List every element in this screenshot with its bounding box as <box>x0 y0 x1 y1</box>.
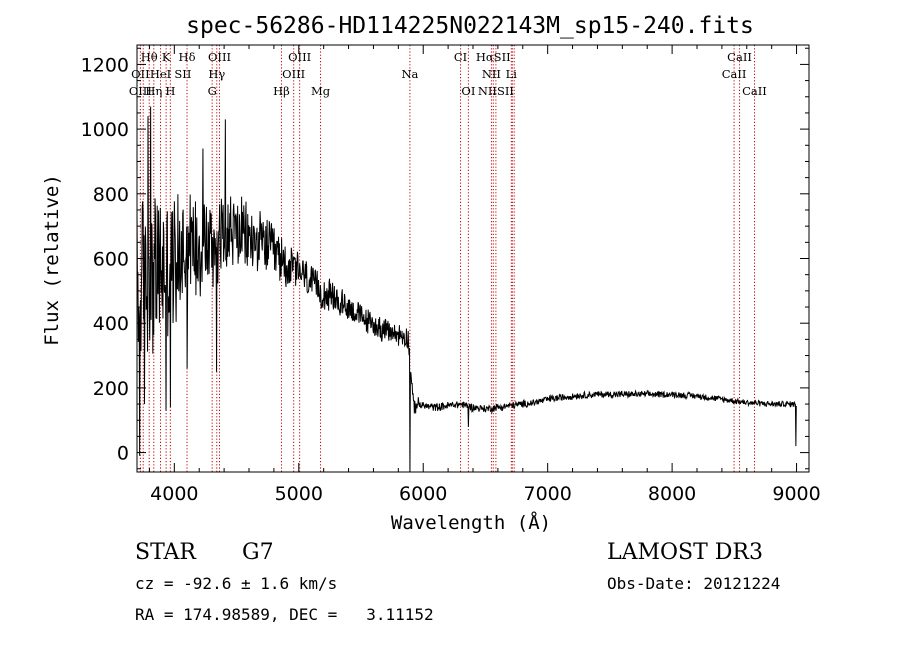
x-tick-label-4: 8000 <box>648 483 696 505</box>
observation-date: Obs-Date: 20121224 <box>607 574 780 593</box>
x-tick-label-2: 6000 <box>399 483 447 505</box>
y-tick-label-6: 1200 <box>81 54 129 76</box>
y-tick-label-0: 0 <box>117 443 129 465</box>
line-label-8: OII <box>131 67 150 81</box>
coordinates-info: RA = 174.98589, DEC = 3.11152 <box>135 605 434 624</box>
line-label-18: Hη <box>145 84 162 98</box>
line-label-16: CaII <box>722 67 747 81</box>
y-tick-label-5: 1000 <box>81 119 129 141</box>
spectrum-line <box>136 106 797 473</box>
line-label-15: Li <box>506 67 518 81</box>
line-label-5: CI <box>454 50 467 64</box>
y-tick-label-3: 600 <box>93 249 129 271</box>
spectral-subclass: G7 <box>242 540 274 565</box>
line-label-21: Hβ <box>273 84 290 98</box>
line-label-6: HαSII <box>476 50 511 64</box>
spectral-line-labels: Hθ K Hδ OIII OIII CI HαSII CaII OII HeI SII Hγ OIII N… <box>129 50 767 98</box>
line-label-17: OIII <box>129 84 152 98</box>
axis-tick-labels: 4000 5000 6000 7000 8000 9000 0 200 400 600 800 100… <box>81 54 821 505</box>
axis-ticks <box>137 45 809 472</box>
line-label-19: H <box>165 84 175 98</box>
line-label-14: NII <box>482 67 501 81</box>
line-label-1: K <box>162 50 171 64</box>
line-label-3: OIII <box>208 50 231 64</box>
line-label-10: SII <box>174 67 191 81</box>
line-label-24: NIISII <box>478 84 514 98</box>
line-label-0: Hθ <box>141 50 158 64</box>
line-label-12: OIII <box>282 67 305 81</box>
x-tick-label-5: 9000 <box>772 483 820 505</box>
y-tick-label-1: 200 <box>93 378 129 400</box>
line-label-2: Hδ <box>179 50 196 64</box>
y-axis-label: Flux (relative) <box>41 174 63 346</box>
x-tick-label-0: 4000 <box>150 483 198 505</box>
y-tick-label-4: 800 <box>93 184 129 206</box>
line-label-7: CaII <box>727 50 752 64</box>
survey-name: LAMOST DR3 <box>607 540 763 565</box>
y-tick-label-2: 400 <box>93 313 129 335</box>
object-class: STAR <box>135 540 197 565</box>
line-label-4: OIII <box>288 50 311 64</box>
line-label-11: Hγ <box>208 67 225 81</box>
x-tick-label-3: 7000 <box>523 483 571 505</box>
line-label-23: OI <box>461 84 475 98</box>
line-label-20: G <box>208 84 217 98</box>
redshift-info: cz = -92.6 ± 1.6 km/s <box>135 574 337 593</box>
line-label-9: HeI <box>150 67 171 81</box>
x-axis-label: Wavelength (Å) <box>391 511 551 534</box>
line-label-13: Na <box>401 67 418 81</box>
line-label-25: CaII <box>742 84 767 98</box>
line-label-22: Mg <box>311 84 331 98</box>
chart-title: spec-56286-HD114225N022143M_sp15-240.fit… <box>186 13 754 39</box>
x-tick-label-1: 5000 <box>275 483 323 505</box>
